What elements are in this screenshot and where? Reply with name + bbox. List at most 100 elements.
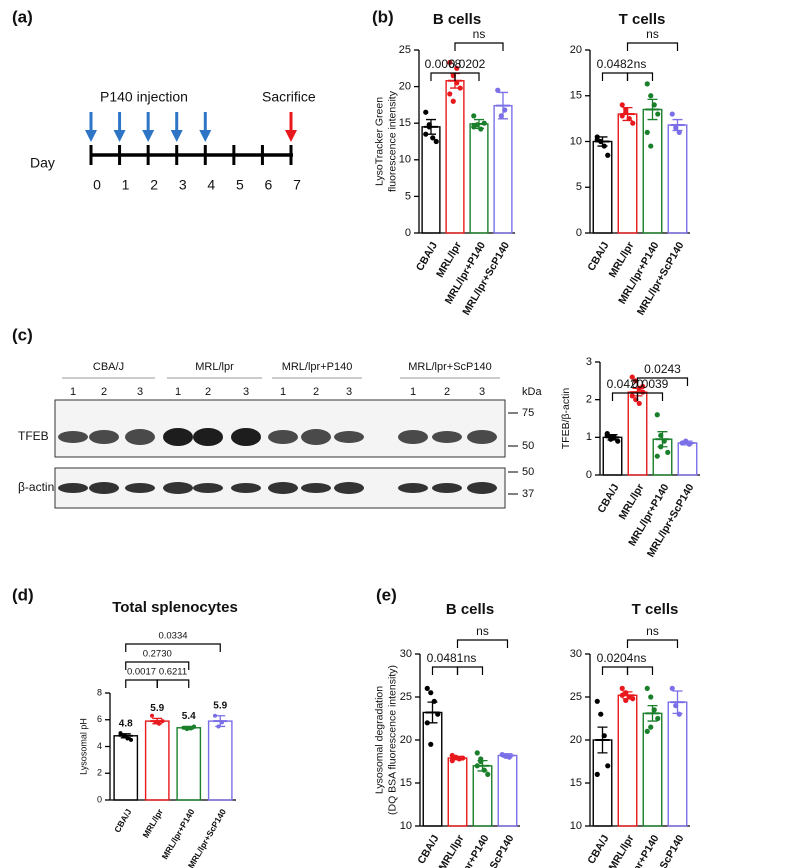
y-tick-label: 20 <box>570 44 582 56</box>
sacrifice-label: Sacrifice <box>262 89 316 105</box>
data-point <box>157 721 161 726</box>
panel-label: (d) <box>12 585 34 604</box>
data-point <box>676 711 682 717</box>
data-point <box>619 102 625 108</box>
data-point <box>430 135 436 141</box>
data-point <box>426 122 432 128</box>
blot-group-label: MRL/lpr+ScP140 <box>408 361 491 373</box>
significance-label: 0.0420 <box>607 377 644 391</box>
data-point <box>648 694 654 700</box>
y-tick-label: 0 <box>405 227 411 239</box>
y-tick-label: 4 <box>97 741 102 751</box>
data-point <box>216 724 221 729</box>
data-point <box>423 131 429 137</box>
data-point <box>424 685 430 692</box>
lane-label: 1 <box>410 386 416 398</box>
marker-label: 50 <box>522 466 534 478</box>
lane-label: 3 <box>243 386 249 398</box>
injection-arrow-head <box>113 130 126 142</box>
x-tick-label: CBA/J <box>585 240 611 273</box>
chart-title: T cells <box>619 11 666 28</box>
significance-bracket <box>456 639 509 648</box>
marker-label: 37 <box>522 488 534 500</box>
chart-title: Total splenocytes <box>112 599 238 616</box>
x-tick-label: CBA/J <box>414 240 440 273</box>
data-point <box>181 725 186 730</box>
tfeb-band <box>125 429 155 445</box>
data-point <box>150 713 154 718</box>
lane-label: 3 <box>137 386 143 398</box>
actin-band <box>125 483 155 493</box>
data-point <box>185 727 189 732</box>
bar <box>422 711 443 827</box>
data-point <box>655 111 661 117</box>
bar <box>497 754 518 827</box>
day-tick-label: 0 <box>93 177 101 193</box>
significance-bracket <box>601 666 629 675</box>
panel-label: (e) <box>376 585 397 604</box>
y-tick-label: 6 <box>97 714 102 724</box>
y-tick-label: 5 <box>576 181 582 193</box>
data-point <box>431 698 437 704</box>
data-point <box>654 412 660 418</box>
significance-label: ns <box>646 27 659 41</box>
data-point <box>428 690 434 696</box>
bar <box>176 727 202 801</box>
data-point <box>454 65 460 71</box>
data-point <box>213 713 217 718</box>
blot-group-label: MRL/lpr <box>195 361 234 373</box>
data-point <box>608 434 614 440</box>
day-tick-label: 6 <box>265 177 273 193</box>
data-point <box>435 711 441 717</box>
data-point <box>481 120 487 126</box>
day-tick-label: 1 <box>122 177 130 193</box>
data-point <box>648 724 654 730</box>
y-tick-label: 25 <box>400 691 412 703</box>
data-point <box>644 685 650 692</box>
panel-label: (c) <box>12 325 33 344</box>
day-tick-label: 4 <box>207 177 215 193</box>
y-tick-label: 10 <box>570 135 582 147</box>
data-point <box>460 755 466 761</box>
injection-label: P140 injection <box>100 89 188 105</box>
significance-bracket <box>431 666 459 675</box>
actin-band <box>58 483 88 493</box>
data-point <box>423 109 429 115</box>
panel-label: (a) <box>12 7 33 26</box>
data-point <box>447 59 453 66</box>
significance-bracket <box>636 392 664 401</box>
bar <box>469 123 489 234</box>
lane-label: 2 <box>313 386 319 398</box>
data-point <box>495 87 501 93</box>
tfeb-band <box>398 430 428 444</box>
data-point <box>428 741 434 747</box>
data-point <box>478 126 484 132</box>
day-tick-label: 5 <box>236 177 244 193</box>
y-tick-label: 15 <box>400 777 412 789</box>
y-tick-label: 20 <box>399 81 411 93</box>
actin-band <box>467 482 497 494</box>
data-point <box>153 720 158 725</box>
lane-label: 1 <box>175 386 181 398</box>
day-label: Day <box>30 155 55 171</box>
data-point <box>192 724 196 729</box>
y-tick-label: 5 <box>405 190 411 202</box>
data-point <box>424 720 430 726</box>
tfeb-band <box>193 428 223 446</box>
data-point <box>669 685 675 692</box>
x-tick-label: CBA/J <box>415 833 441 866</box>
injection-arrow-head <box>199 130 212 142</box>
injection-arrow-head <box>170 130 183 142</box>
significance-bracket <box>626 639 679 648</box>
bar <box>617 694 638 827</box>
data-point <box>644 728 650 735</box>
lane-label: 2 <box>101 386 107 398</box>
data-point <box>125 736 130 741</box>
y-tick-label: 10 <box>570 820 582 832</box>
significance-bracket <box>156 679 190 688</box>
data-point <box>449 758 455 764</box>
significance-bracket <box>454 72 480 81</box>
significance-label: 0.0017 <box>127 667 156 678</box>
data-point <box>605 763 611 769</box>
significance-bracket <box>626 42 679 51</box>
